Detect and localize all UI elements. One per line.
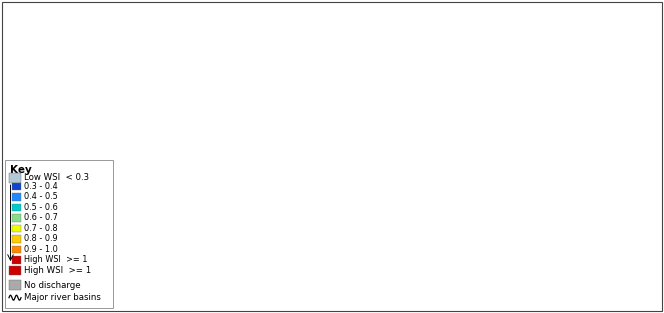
Text: No discharge: No discharge — [24, 280, 80, 290]
Bar — [9, 266, 21, 275]
Bar — [12, 204, 21, 211]
Text: 0.8 - 0.9: 0.8 - 0.9 — [24, 234, 58, 244]
Bar — [9, 280, 21, 290]
Text: 0.3 - 0.4: 0.3 - 0.4 — [24, 182, 58, 191]
Bar — [12, 235, 21, 243]
Text: High WSI  >= 1: High WSI >= 1 — [24, 266, 91, 275]
Bar — [12, 214, 21, 222]
Bar — [12, 183, 21, 190]
Bar — [12, 225, 21, 232]
Bar — [5, 160, 113, 308]
Bar — [12, 256, 21, 264]
Bar — [9, 173, 21, 183]
Bar — [12, 246, 21, 253]
Text: 0.7 - 0.8: 0.7 - 0.8 — [24, 224, 58, 233]
Bar — [12, 193, 21, 201]
Text: High WSI  >= 1: High WSI >= 1 — [24, 255, 88, 264]
Text: Key: Key — [10, 165, 32, 175]
Text: 0.4 - 0.5: 0.4 - 0.5 — [24, 192, 58, 201]
Text: 0.9 - 1.0: 0.9 - 1.0 — [24, 245, 58, 254]
Text: 0.6 - 0.7: 0.6 - 0.7 — [24, 213, 58, 223]
Text: Major river basins: Major river basins — [24, 293, 101, 302]
Text: Low WSI  < 0.3: Low WSI < 0.3 — [24, 173, 89, 182]
Text: 0.5 - 0.6: 0.5 - 0.6 — [24, 203, 58, 212]
